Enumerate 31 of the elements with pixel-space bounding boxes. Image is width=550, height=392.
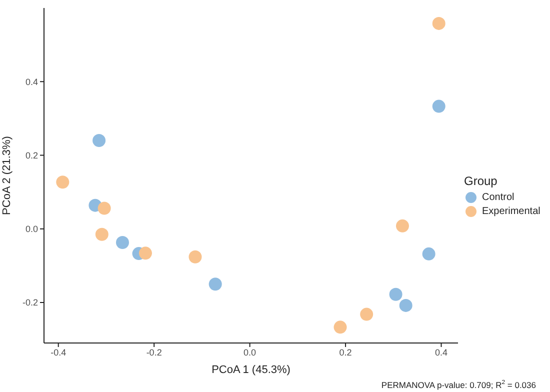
point <box>188 250 202 264</box>
legend-label: Control <box>482 192 514 202</box>
x-tick-label: -0.4 <box>50 347 66 358</box>
point <box>98 202 111 215</box>
point <box>396 219 409 232</box>
point <box>422 247 436 260</box>
point <box>138 246 152 260</box>
point <box>432 100 446 113</box>
legend-title: Group <box>464 174 498 188</box>
text: PERMANOVA p-value: 0.709; R$^{2}$ = 0.036 <box>381 380 536 390</box>
point <box>334 320 347 334</box>
y-tick-label: 0.4 <box>25 76 38 87</box>
y-tick-label: -0.2 <box>22 298 38 308</box>
x-tick-label: 0.2 <box>339 347 352 358</box>
point <box>95 228 108 241</box>
x-tick-label: 0.0 <box>244 347 256 358</box>
x-axis-title: PCoA 1 (45.3%) <box>212 364 290 376</box>
y-tick-label: 0.2 <box>25 150 38 160</box>
x-tick-label: 0.4 <box>434 347 448 358</box>
legend-label: Experimental <box>482 206 540 216</box>
point <box>399 298 412 312</box>
y-tick-label: 0.0 <box>25 224 38 234</box>
y-axis-title: PCoA 2 (21.3%) <box>0 136 13 215</box>
point <box>56 176 70 189</box>
point <box>116 236 129 249</box>
point <box>92 134 106 148</box>
point <box>208 278 222 291</box>
point <box>432 16 446 30</box>
x-tick-label: -0.2 <box>146 347 162 358</box>
point <box>360 308 374 321</box>
point <box>389 288 402 301</box>
